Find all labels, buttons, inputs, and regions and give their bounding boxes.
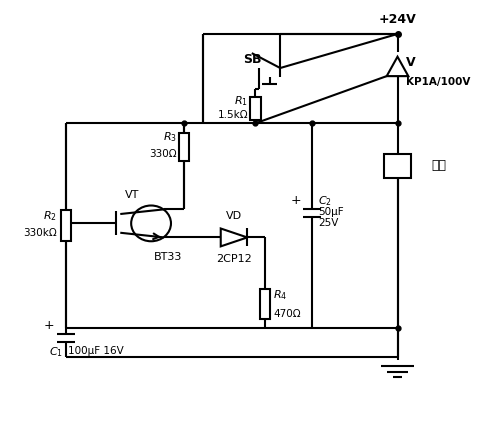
Text: 50μF: 50μF [317,207,343,217]
Bar [249,97,260,120]
Text: +: + [44,319,54,332]
Text: $R_4$: $R_4$ [273,288,287,302]
Text: 100μF 16V: 100μF 16V [68,345,123,355]
Polygon shape [220,228,247,247]
Text: BT33: BT33 [153,252,182,262]
Text: VT: VT [125,190,139,200]
Text: $R_2$: $R_2$ [43,209,57,223]
Text: 330kΩ: 330kΩ [23,228,57,238]
Text: VD: VD [225,211,242,221]
Text: 1.5kΩ: 1.5kΩ [217,110,248,120]
Text: $C_2$: $C_2$ [317,194,331,208]
Text: V: V [405,56,415,69]
Text: $C_1$: $C_1$ [49,345,63,359]
Text: 负载: 负载 [431,159,446,172]
Text: $R_3$: $R_3$ [163,131,177,144]
Text: 470Ω: 470Ω [273,309,300,319]
Text: +24V: +24V [378,13,415,26]
Bar [384,154,410,178]
Text: 330Ω: 330Ω [149,149,177,159]
Text: 2CP12: 2CP12 [216,253,251,263]
Bar [179,133,189,161]
Bar [259,289,269,319]
Bar [61,210,71,241]
Polygon shape [386,57,407,76]
Text: SB: SB [243,53,262,66]
Text: +: + [289,194,300,207]
Text: KP1A/100V: KP1A/100V [405,77,469,87]
Text: $R_1$: $R_1$ [234,94,248,108]
Text: 25V: 25V [317,218,338,228]
